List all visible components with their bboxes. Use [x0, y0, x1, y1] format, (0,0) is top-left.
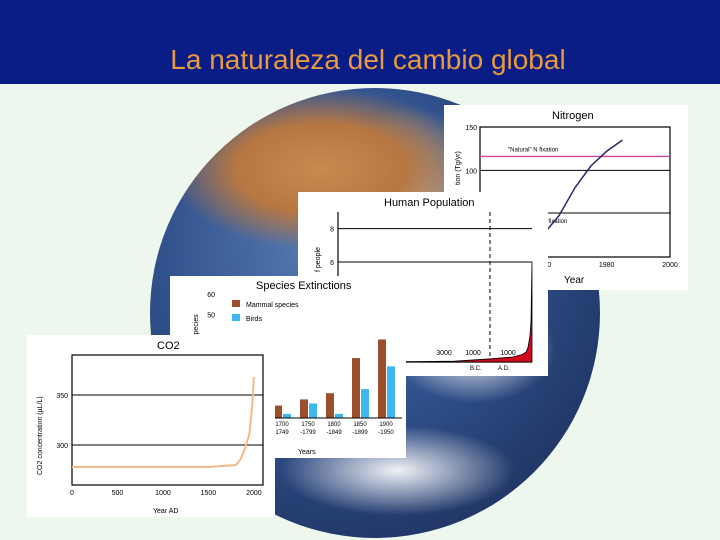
extinctions-category-label: -1799	[300, 430, 316, 436]
extinctions-category-label: 1750	[301, 422, 315, 428]
extinctions-category-label: -1950	[378, 430, 394, 436]
extinctions-y-tick-label: 60	[207, 292, 215, 299]
slide-title: La naturaleza del cambio global	[170, 44, 566, 75]
extinctions-category-label: 1850	[353, 422, 367, 428]
nitrogen-x-axis-label: Year	[564, 275, 585, 286]
extinctions-category-label: -1849	[326, 430, 342, 436]
extinctions-legend-label: Birds	[246, 316, 262, 323]
nitrogen-x-tick-label: 2000	[662, 262, 678, 269]
co2-chart-title: CO2	[157, 340, 180, 352]
extinctions-category-label: 1700	[275, 422, 289, 428]
population-y-tick-label: 8	[330, 227, 334, 234]
co2-x-tick-label: 500	[112, 490, 124, 497]
nitrogen-annotation: "Natural" N fixation	[508, 147, 558, 153]
extinctions-legend-label: Mammal species	[246, 302, 299, 309]
extinctions-x-axis-label: Years	[298, 449, 316, 456]
population-y-tick-label: 6	[330, 260, 334, 267]
nitrogen-y-tick-label: 100	[465, 168, 477, 175]
nitrogen-x-tick-label: 1980	[599, 262, 615, 269]
extinctions-bar-birds	[387, 366, 395, 418]
extinctions-bar-birds	[335, 413, 343, 418]
extinctions-y-axis-label: species	[193, 314, 200, 338]
co2-chart: CO2 CO2 concentration (µL/L) 350 300 0 500 1…	[37, 340, 264, 515]
extinctions-bar-mammal	[378, 339, 386, 418]
population-y-axis-label: f people	[315, 247, 322, 272]
extinctions-legend-swatch-mammal	[232, 300, 240, 307]
co2-x-tick-label: 1500	[201, 490, 217, 497]
extinctions-bar-birds	[309, 403, 317, 418]
extinctions-category-label: -1899	[352, 430, 368, 436]
nitrogen-y-tick-label: 150	[465, 125, 477, 132]
co2-plot-frame	[71, 354, 264, 486]
nitrogen-annotation: ifixation	[547, 219, 567, 225]
slide-header	[0, 0, 720, 84]
co2-y-axis-label: CO2 concentration (µL/L)	[37, 396, 44, 475]
co2-x-tick-label: 2000	[246, 490, 262, 497]
co2-x-tick-label: 1000	[155, 490, 171, 497]
population-chart-title: Human Population	[384, 197, 475, 209]
extinctions-legend-swatch-birds	[232, 314, 240, 321]
nitrogen-chart-title: Nitrogen	[552, 110, 594, 122]
co2-x-tick-label: 0	[70, 490, 74, 497]
co2-series-line	[72, 376, 255, 468]
extinctions-bar-mammal	[274, 405, 282, 418]
population-era-label: A.D.	[498, 366, 510, 372]
extinctions-category-label: 1800	[327, 422, 341, 428]
population-era-label: B.C.	[470, 366, 482, 372]
co2-y-tick-label: 350	[56, 393, 68, 400]
co2-chart-panel: CO2 CO2 concentration (µL/L) 350 300 0 500 1…	[27, 335, 275, 517]
extinctions-chart: Species Extinctions species 60 50 Mammal s…	[193, 280, 402, 456]
extinctions-bar-mammal	[300, 399, 308, 418]
co2-y-tick-label: 300	[56, 443, 68, 450]
extinctions-bar-birds	[283, 413, 291, 418]
population-x-tick-label: 3000	[436, 350, 452, 357]
nitrogen-y-axis-label: tion (Tg/yr)	[455, 151, 462, 185]
population-x-tick-label: 1000	[500, 350, 516, 357]
population-x-tick-label: 1000	[465, 350, 481, 357]
extinctions-bar-birds	[361, 389, 369, 418]
co2-x-axis-label: Year AD	[153, 508, 178, 515]
extinctions-category-label: 1749	[275, 430, 289, 436]
extinctions-category-label: 1900	[379, 422, 393, 428]
extinctions-chart-title: Species Extinctions	[256, 280, 352, 292]
extinctions-bar-mammal	[352, 358, 360, 418]
extinctions-y-tick-label: 50	[207, 313, 215, 320]
extinctions-bar-mammal	[326, 393, 334, 418]
